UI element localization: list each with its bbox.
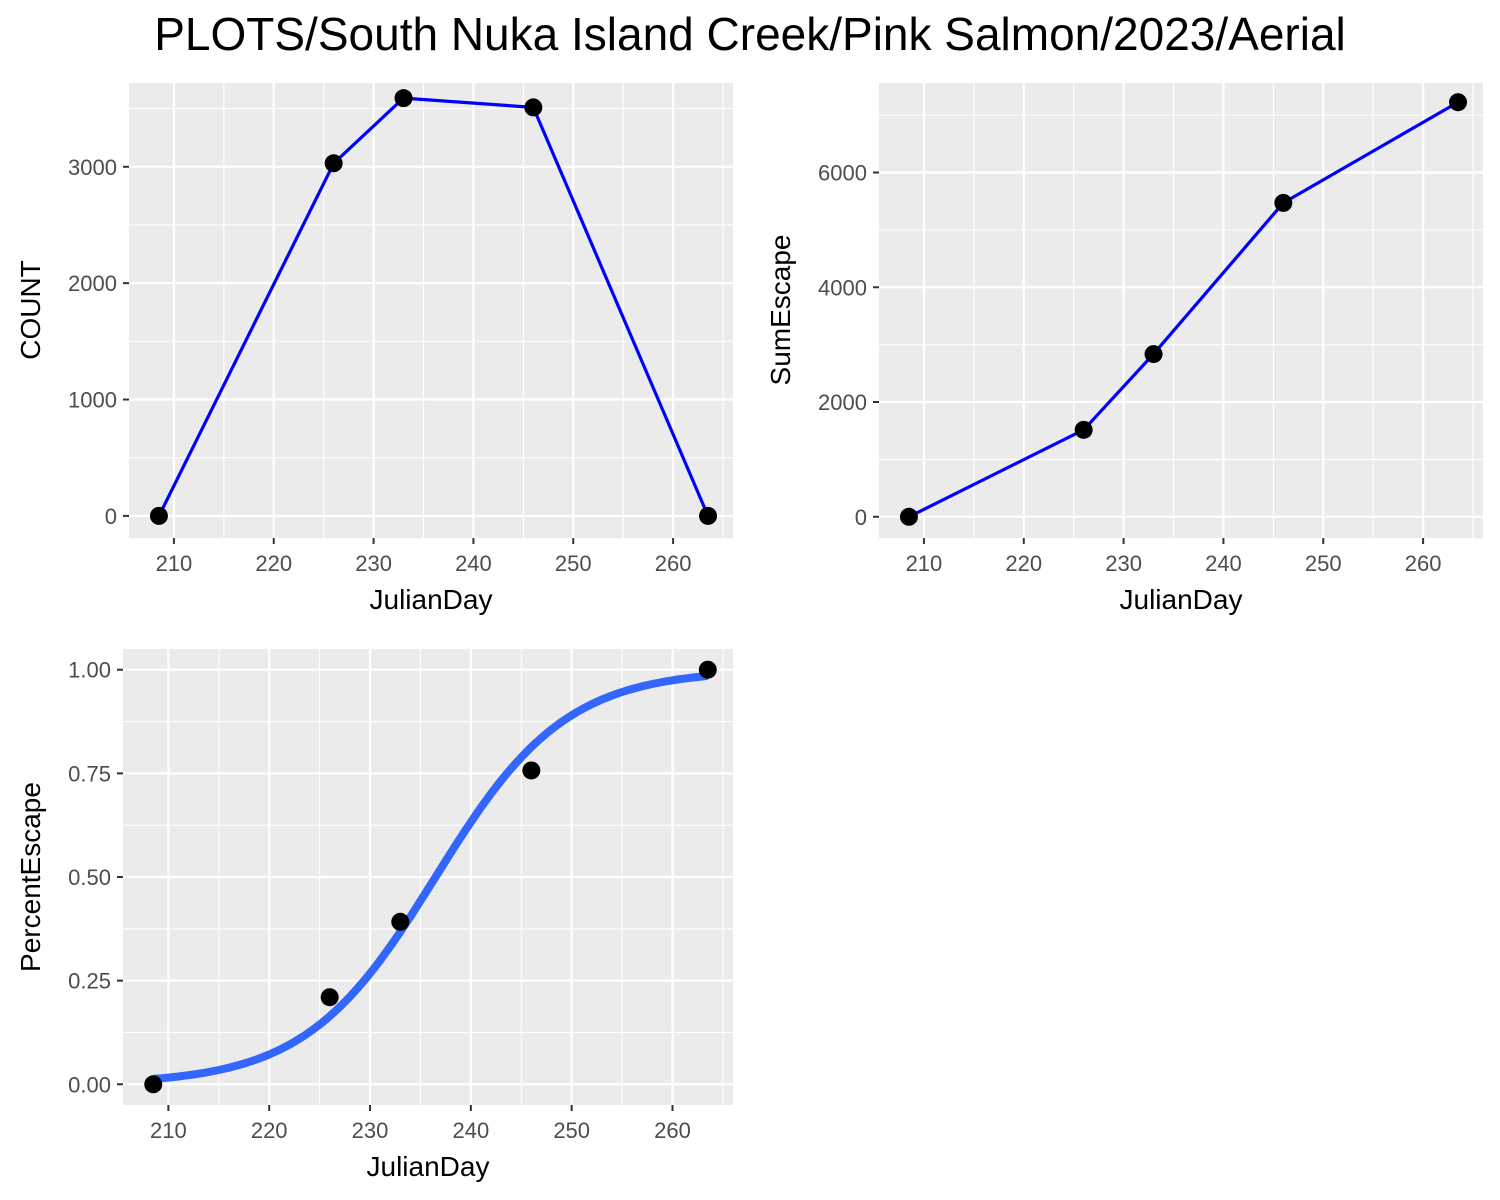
y-tick-label: 0	[105, 504, 117, 529]
panel-percentescape-y-title: PercentEscape	[15, 782, 46, 972]
y-tick-label: 0.75	[68, 761, 111, 786]
x-tick-label: 230	[1105, 551, 1142, 576]
x-tick-label: 250	[1305, 551, 1342, 576]
data-point	[522, 761, 541, 780]
panel-percentescape-axes: 210 220 230 240 250 260 0.00 0.25 0.50 0.75 1.00	[68, 658, 691, 1143]
x-tick-label: 240	[455, 551, 492, 576]
x-tick-label: 220	[255, 551, 292, 576]
x-tick-label: 220	[251, 1118, 288, 1143]
y-tick-label: 0.25	[68, 969, 111, 994]
data-point	[899, 507, 918, 526]
y-tick-label: 4000	[818, 275, 867, 300]
panel-percentescape: 210 220 230 240 250 260 0.00 0.25 0.50 0.75 1.00 J…	[15, 649, 733, 1182]
main-title: PLOTS/South Nuka Island Creek/Pink Salmo…	[154, 8, 1346, 60]
data-point	[699, 506, 718, 525]
y-tick-label: 1000	[68, 388, 117, 413]
y-tick-label: 1.00	[68, 658, 111, 683]
x-tick-label: 230	[352, 1118, 389, 1143]
panel-sumescape-marks	[899, 93, 1468, 526]
y-tick-label: 3000	[68, 155, 117, 180]
data-point	[698, 660, 717, 679]
panel-sumescape-axes: 210 220 230 240 250 260 0 2000 4000 6000	[818, 161, 1441, 576]
y-tick-label: 6000	[818, 161, 867, 186]
panel-count-background	[129, 83, 733, 538]
x-tick-label: 240	[1205, 551, 1242, 576]
data-point	[1274, 193, 1293, 212]
panel-count-grid	[129, 83, 733, 538]
x-tick-label: 250	[553, 1118, 590, 1143]
data-point	[144, 1075, 163, 1094]
x-tick-label: 260	[654, 1118, 691, 1143]
x-tick-label: 250	[555, 551, 592, 576]
panel-sumescape: 210 220 230 240 250 260 0 2000 4000 6000 JulianDa…	[765, 83, 1483, 615]
panel-count: 210 220 230 240 250 260 0 1000 2000 3000 JulianDa…	[15, 83, 733, 615]
y-tick-label: 0.00	[68, 1072, 111, 1097]
fit-curve	[152, 671, 709, 1083]
panel-sumescape-background	[879, 83, 1483, 538]
x-tick-label: 210	[150, 1118, 187, 1143]
data-point	[524, 98, 543, 117]
panel-percentescape-x-title: JulianDay	[367, 1151, 490, 1182]
data-point	[1144, 345, 1163, 364]
x-tick-label: 260	[1405, 551, 1442, 576]
panel-sumescape-y-title: SumEscape	[765, 235, 796, 386]
y-tick-label: 2000	[818, 390, 867, 415]
panel-sumescape-x-title: JulianDay	[1120, 584, 1243, 615]
data-point	[394, 89, 413, 108]
panel-count-x-title: JulianDay	[370, 584, 493, 615]
panel-sumescape-grid	[879, 83, 1483, 538]
y-tick-label: 0.50	[68, 865, 111, 890]
y-tick-label: 2000	[68, 271, 117, 296]
data-point	[391, 912, 410, 931]
panel-count-axes: 210 220 230 240 250 260 0 1000 2000 3000	[68, 155, 691, 576]
x-tick-label: 210	[906, 551, 943, 576]
x-tick-label: 230	[355, 551, 392, 576]
data-point	[1449, 93, 1468, 112]
data-point	[149, 506, 168, 525]
data-point	[320, 988, 339, 1007]
x-tick-label: 240	[452, 1118, 489, 1143]
y-tick-label: 0	[855, 505, 867, 530]
panel-percentescape-marks	[144, 660, 717, 1094]
data-point	[1074, 420, 1093, 439]
data-point	[324, 154, 343, 173]
x-tick-label: 260	[655, 551, 692, 576]
panel-count-marks	[149, 89, 718, 525]
x-tick-label: 210	[156, 551, 193, 576]
x-tick-label: 220	[1005, 551, 1042, 576]
panel-count-y-title: COUNT	[15, 260, 46, 360]
